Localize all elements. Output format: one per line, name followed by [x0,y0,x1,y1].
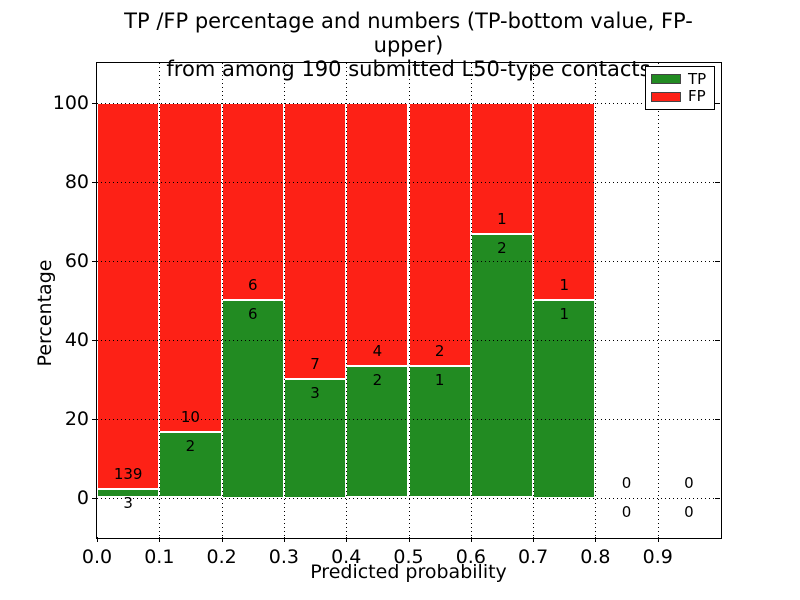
bar-label-fp: 0 [621,473,632,492]
legend-label-tp: TP [688,69,707,88]
bar-segment-tp [283,379,347,498]
y-tick-label: 80 [64,170,89,193]
x-tick [533,537,535,542]
gridline-v [657,63,659,537]
x-tick-label: 0.9 [642,546,673,568]
x-tick-label: 0.0 [81,546,113,568]
x-tick [221,537,223,542]
bar-label-fp: 1 [559,276,570,294]
legend-label-fp: FP [688,87,706,106]
y-tick-right [715,260,720,262]
bar-segment-fp [97,102,160,490]
x-tick [595,537,597,542]
gridline-v [159,63,161,537]
bar-label-fp: 2 [434,341,445,360]
y-tick-label: 40 [64,328,89,351]
bar-segment-fp [159,102,222,432]
y-tick [92,181,97,183]
bar-label-tp: 2 [372,370,383,389]
bar-label-tp: 1 [434,370,445,389]
bar-label-fp: 0 [684,473,694,492]
x-tick-label: 0.5 [393,546,424,568]
chart-title: TP /FP percentage and numbers (TP-bottom… [97,9,720,81]
gridline-v [283,63,285,537]
bar-label-fp: 139 [113,465,143,484]
x-axis-label: Predicted probability [310,561,507,583]
y-tick-right [715,102,720,104]
y-tick-label: 0 [76,486,89,509]
y-tick-label: 100 [52,91,89,114]
y-tick [92,497,97,499]
x-tick-label: 0.3 [268,546,299,568]
bar-label-tp: 2 [185,436,196,455]
bar-segment-tp [408,365,471,498]
bar-label-tp: 0 [684,502,694,521]
y-tick-label: 20 [64,407,89,430]
bar-label-tp: 2 [497,239,507,258]
gridline-v [221,63,223,537]
x-tick-label: 0.7 [517,546,549,568]
bar-segment-tp [533,300,596,498]
gridline-v [533,63,535,537]
bar-segment-fp [533,102,596,300]
bar-label-tp: 1 [559,305,570,323]
y-tick-right [715,339,720,341]
bar-label-tp: 3 [310,384,320,402]
x-tick-label: 0.4 [331,546,362,568]
x-tick [470,537,472,542]
bar-segment-fp [346,102,409,366]
legend-entry-tp: TP [651,69,709,88]
y-tick-right [715,418,720,420]
y-tick-right [715,497,720,499]
bar-label-fp: 6 [247,276,258,294]
y-tick-right [715,181,720,183]
bar-label-tp: 3 [123,494,133,513]
x-tick-label: 0.6 [455,546,486,568]
bar-segment-tp [470,234,534,498]
legend-entry-fp: FP [651,89,709,104]
plot-area: 139 3 10 2 6 6 7 3 4 2 2 1 1 2 1 1 0 0 0 0 [97,63,720,537]
legend-box: TP FP [645,66,715,110]
bar-label-fp: 1 [497,210,507,229]
bar-label-fp: 10 [180,407,200,426]
gridline-v [470,63,472,537]
chart-title-line2: from among 190 submitted L50-type contac… [166,57,651,81]
bar-segment-tp [346,365,409,498]
gridline-v [346,63,348,537]
y-tick [92,339,97,341]
x-tick [97,537,98,542]
x-tick [408,537,410,542]
bar-label-tp: 0 [621,502,632,521]
gridline-v [595,63,597,537]
x-tick-label: 0.1 [144,546,175,568]
y-tick-label: 60 [64,249,89,272]
bar-label-fp: 7 [310,355,320,373]
y-tick [92,260,97,262]
bar-segment-fp [470,102,534,235]
bar-segment-tp [159,431,222,498]
bar-segment-tp [97,489,160,498]
bar-segment-fp [221,102,284,300]
bar-label-fp: 4 [372,341,383,360]
legend-swatch-tp [651,74,681,85]
x-tick [346,537,348,542]
bar-segment-tp [221,300,284,498]
x-tick-label: 0.2 [206,546,237,568]
legend-swatch-fp [651,91,681,102]
y-tick [92,102,97,104]
x-tick-label: 0.8 [580,546,611,568]
bar-segment-fp [408,102,471,366]
bar-segment-fp [283,102,347,379]
gridline-v [408,63,410,537]
y-tick [92,418,97,420]
chart-title-line1: TP /FP percentage and numbers (TP-bottom… [124,9,693,57]
x-tick [159,537,161,542]
x-tick [283,537,285,542]
x-tick [657,537,659,542]
bar-label-tp: 6 [247,305,258,323]
